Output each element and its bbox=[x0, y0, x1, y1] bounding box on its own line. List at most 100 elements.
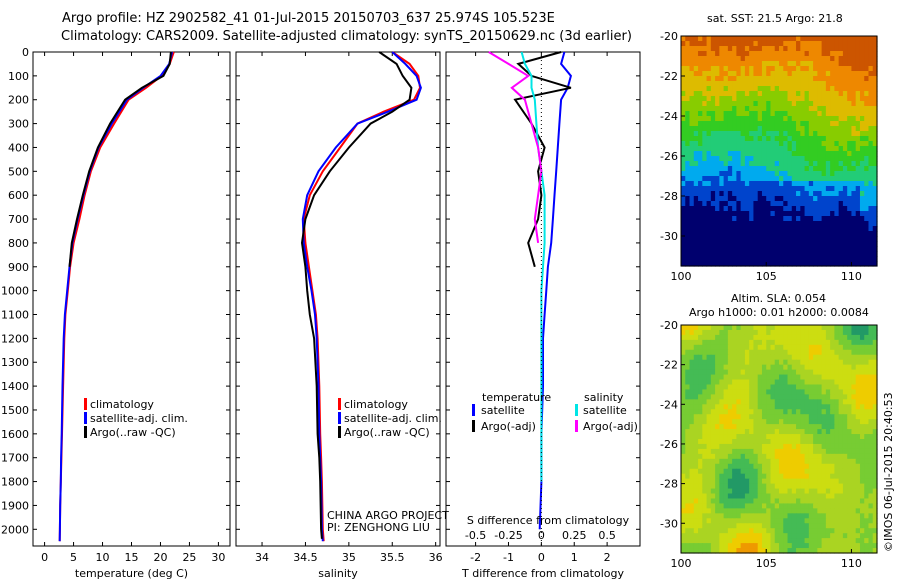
map-cell bbox=[821, 414, 827, 420]
map-cell bbox=[744, 156, 750, 162]
map-cell bbox=[740, 196, 746, 202]
map-cell bbox=[693, 354, 699, 361]
map-cell bbox=[715, 458, 720, 465]
map-cell bbox=[770, 453, 776, 460]
map-cell bbox=[719, 51, 725, 57]
map-cell bbox=[817, 151, 823, 157]
map-cell bbox=[723, 166, 729, 172]
map-cell bbox=[838, 161, 844, 167]
map-cell bbox=[864, 111, 870, 117]
map-cell bbox=[749, 538, 755, 544]
map-cell bbox=[796, 518, 801, 524]
map-cell bbox=[693, 251, 699, 257]
map-cell bbox=[821, 191, 827, 197]
map-cell bbox=[838, 171, 844, 177]
map-cell bbox=[779, 156, 784, 162]
map-cell bbox=[868, 126, 874, 132]
map-cell bbox=[779, 176, 784, 182]
map-cell bbox=[766, 533, 772, 539]
map-cell bbox=[732, 201, 737, 207]
map-cell bbox=[766, 126, 772, 132]
map-cell bbox=[800, 414, 806, 420]
map-cell bbox=[710, 216, 716, 222]
map-cell bbox=[796, 443, 801, 450]
map-cell bbox=[783, 196, 789, 202]
map-cell bbox=[864, 339, 870, 346]
map-cell bbox=[783, 81, 789, 87]
map-cell bbox=[749, 518, 755, 524]
map-cell bbox=[736, 101, 742, 107]
map-cell bbox=[855, 349, 861, 356]
map-cell bbox=[753, 186, 759, 192]
map-cell bbox=[847, 171, 853, 177]
map-cell bbox=[800, 101, 806, 107]
map-cell bbox=[770, 256, 776, 262]
map-cell bbox=[685, 211, 691, 217]
map-cell bbox=[830, 261, 835, 267]
map-cell bbox=[859, 236, 865, 242]
map-cell bbox=[842, 339, 848, 346]
top-tick-label: 0 bbox=[538, 529, 545, 542]
map-cell bbox=[834, 349, 840, 356]
map-cell bbox=[804, 231, 810, 237]
map-cell bbox=[719, 429, 725, 435]
legend-label: Argo(..raw -QC) bbox=[90, 426, 176, 439]
map-cell bbox=[770, 141, 776, 147]
map-cell bbox=[787, 354, 793, 361]
map-cell bbox=[770, 359, 776, 366]
map-cell bbox=[736, 409, 742, 415]
map-cell bbox=[744, 349, 750, 356]
map-cell bbox=[723, 443, 729, 450]
map-cell bbox=[842, 369, 848, 376]
map-cell bbox=[710, 246, 716, 252]
map-cell bbox=[855, 414, 861, 420]
map-cell bbox=[842, 364, 848, 371]
map-cell bbox=[855, 121, 861, 127]
map-cell bbox=[719, 473, 725, 480]
map-cell bbox=[821, 196, 827, 202]
map-cell bbox=[796, 176, 801, 182]
map-cell bbox=[774, 453, 780, 460]
map-cell bbox=[681, 463, 686, 470]
map-cell bbox=[753, 116, 759, 122]
map-cell bbox=[808, 448, 814, 455]
map-cell bbox=[791, 106, 797, 112]
map-cell bbox=[813, 354, 818, 361]
map-cell bbox=[830, 344, 835, 351]
map-cell bbox=[719, 146, 725, 152]
map-cell bbox=[817, 458, 823, 465]
map-cell bbox=[847, 359, 853, 366]
map-cell bbox=[779, 339, 784, 346]
map-cell bbox=[864, 384, 870, 391]
map-cell bbox=[744, 71, 750, 77]
map-cell bbox=[766, 443, 772, 450]
map-cell bbox=[770, 231, 776, 237]
map-cell bbox=[727, 468, 733, 475]
map-cell bbox=[847, 503, 853, 509]
map-cell bbox=[864, 156, 870, 162]
map-cell bbox=[859, 61, 865, 67]
map-cell bbox=[732, 211, 737, 217]
map-cell bbox=[749, 359, 755, 366]
map-cell bbox=[723, 86, 729, 92]
map-cell bbox=[766, 369, 772, 376]
map-cell bbox=[715, 538, 720, 544]
map-cell bbox=[821, 354, 827, 361]
x-tick-label: 0 bbox=[538, 551, 545, 564]
map-cell bbox=[800, 409, 806, 415]
map-cell bbox=[732, 171, 737, 177]
map-cell bbox=[770, 121, 776, 127]
map-cell bbox=[872, 131, 878, 137]
map-cell bbox=[681, 508, 686, 514]
map-cell bbox=[753, 136, 759, 142]
map-cell bbox=[830, 151, 835, 157]
map-cell bbox=[855, 503, 861, 509]
map-cell bbox=[706, 61, 712, 67]
map-cell bbox=[868, 329, 874, 336]
map-cell bbox=[791, 503, 797, 509]
map-cell bbox=[859, 76, 865, 82]
map-cell bbox=[749, 488, 755, 495]
map-cell bbox=[834, 543, 840, 549]
map-cell bbox=[830, 488, 835, 495]
map-cell bbox=[817, 201, 823, 207]
